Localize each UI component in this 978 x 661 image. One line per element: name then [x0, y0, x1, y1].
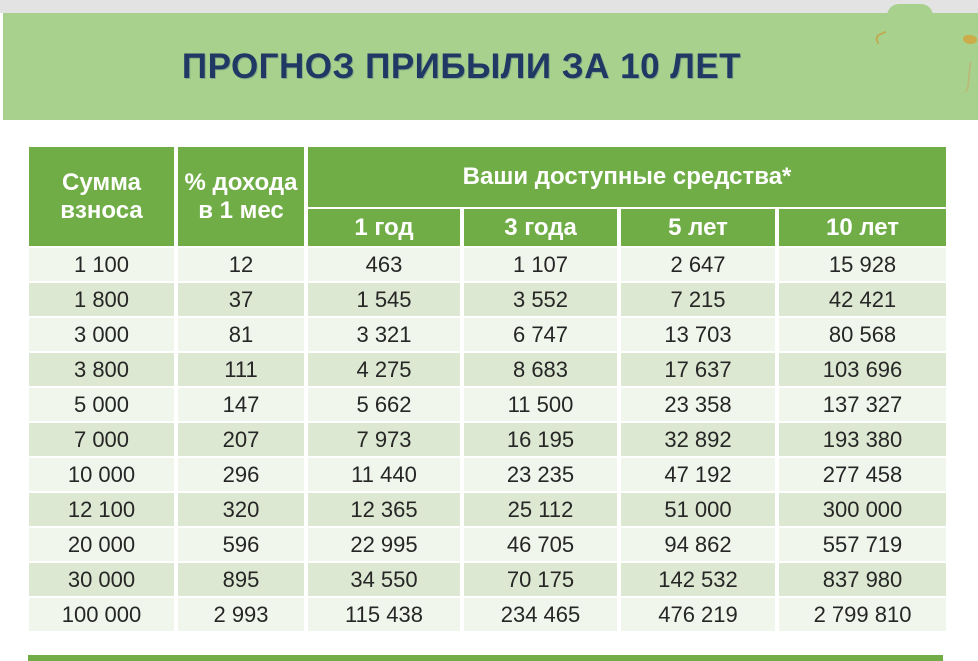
table-cell: 7 000 [25, 421, 178, 458]
table-cell: 70 175 [460, 561, 621, 598]
table-cell: 10 000 [25, 456, 178, 493]
table-cell: 20 000 [25, 526, 178, 563]
table-cell: 16 195 [460, 421, 621, 458]
column-group-header-available-funds: Ваши доступные средства* [303, 145, 951, 209]
table-row: 20 000 596 22 995 46 705 94 862 557 719 [25, 526, 951, 563]
table-cell: 207 [174, 421, 308, 458]
table-cell: 23 235 [460, 456, 621, 493]
header-row-periods: 1 год 3 года 5 лет 10 лет [27, 207, 951, 248]
table-row: 3 800 111 4 275 8 683 17 637 103 696 [25, 351, 951, 388]
table-cell: 193 380 [774, 421, 951, 458]
table-cell: 12 365 [304, 491, 464, 528]
table-cell: 42 421 [774, 281, 951, 318]
table-cell: 94 862 [617, 526, 779, 563]
column-header-contribution: Сумма взноса [25, 145, 178, 248]
table-cell: 1 107 [460, 246, 621, 283]
table-cell: 17 637 [617, 351, 779, 388]
table-cell: 1 545 [304, 281, 464, 318]
table-cell: 30 000 [25, 561, 178, 598]
table-cell: 11 500 [460, 386, 621, 423]
table-cell: 12 100 [25, 491, 178, 528]
table-row: 7 000 207 7 973 16 195 32 892 193 380 [25, 421, 951, 458]
table-cell: 46 705 [460, 526, 621, 563]
table-cell: 7 973 [304, 421, 464, 458]
table-cell: 463 [304, 246, 464, 283]
table-cell: 557 719 [774, 526, 951, 563]
page-title: ПРОГНОЗ ПРИБЫЛИ ЗА 10 ЛЕТ [181, 46, 742, 86]
table-row: 3 000 81 3 321 6 747 13 703 80 568 [25, 316, 951, 353]
table-cell: 80 568 [774, 316, 951, 353]
table-cell: 2 647 [617, 246, 779, 283]
table-cell: 3 552 [460, 281, 621, 318]
table-cell: 296 [174, 456, 308, 493]
table-cell: 8 683 [460, 351, 621, 388]
table-cell: 37 [174, 281, 308, 318]
table-cell: 895 [174, 561, 308, 598]
table-cell: 3 000 [25, 316, 178, 353]
table-cell: 2 993 [174, 596, 308, 633]
header-row-group: Сумма взноса % дохода в 1 мес Ваши досту… [25, 145, 951, 248]
table-cell: 7 215 [617, 281, 779, 318]
column-header-percent: % дохода в 1 мес [174, 145, 308, 248]
title-band: ПРОГНОЗ ПРИБЫЛИ ЗА 10 ЛЕТ [3, 4, 978, 120]
table-body: 1 100 12 463 1 107 2 647 15 928 1 800 37 1 545 3 … [25, 246, 951, 633]
table-cell: 3 321 [304, 316, 464, 353]
table-cell: 51 000 [617, 491, 779, 528]
table-cell: 1 100 [25, 246, 178, 283]
table-cell: 1 800 [25, 281, 178, 318]
table-cell: 25 112 [460, 491, 621, 528]
table-cell: 300 000 [774, 491, 951, 528]
table-cell: 81 [174, 316, 308, 353]
table-cell: 11 440 [304, 456, 464, 493]
table-cell: 23 358 [617, 386, 779, 423]
table-cell: 277 458 [774, 456, 951, 493]
table-row: 10 000 296 11 440 23 235 47 192 277 458 [25, 456, 951, 493]
column-header-3-years: 3 года [460, 207, 621, 248]
table-cell: 115 438 [304, 596, 464, 633]
table-cell: 4 275 [304, 351, 464, 388]
table-cell: 3 800 [25, 351, 178, 388]
profit-forecast-table: Сумма взноса % дохода в 1 мес Ваши досту… [25, 145, 951, 633]
table-row: 5 000 147 5 662 11 500 23 358 137 327 [25, 386, 951, 423]
table-cell: 137 327 [774, 386, 951, 423]
table-bottom-edge [28, 655, 943, 661]
table-cell: 111 [174, 351, 308, 388]
table-cell: 837 980 [774, 561, 951, 598]
table-cell: 6 747 [460, 316, 621, 353]
table-cell: 34 550 [304, 561, 464, 598]
table-cell: 47 192 [617, 456, 779, 493]
table-cell: 596 [174, 526, 308, 563]
table-cell: 234 465 [460, 596, 621, 633]
column-header-10-years: 10 лет [774, 207, 951, 248]
table-cell: 100 000 [25, 596, 178, 633]
table-cell: 103 696 [774, 351, 951, 388]
table-cell: 32 892 [617, 421, 779, 458]
table-row: 100 000 2 993 115 438 234 465 476 219 2 799 8… [25, 596, 951, 633]
column-header-5-years: 5 лет [617, 207, 779, 248]
table-row: 12 100 320 12 365 25 112 51 000 300 000 [25, 491, 951, 528]
table-cell: 147 [174, 386, 308, 423]
table-row: 1 800 37 1 545 3 552 7 215 42 421 [25, 281, 951, 318]
table-cell: 22 995 [304, 526, 464, 563]
band-bump-decoration [887, 4, 933, 16]
column-header-1-year: 1 год [304, 207, 464, 248]
table-cell: 142 532 [617, 561, 779, 598]
table-cell: 476 219 [617, 596, 779, 633]
top-gray-strip [0, 0, 978, 13]
table-row: 1 100 12 463 1 107 2 647 15 928 [25, 246, 951, 283]
table-cell: 5 000 [25, 386, 178, 423]
table-header: Сумма взноса % дохода в 1 мес Ваши досту… [25, 145, 951, 248]
table-cell: 15 928 [774, 246, 951, 283]
table-cell: 5 662 [304, 386, 464, 423]
table-cell: 2 799 810 [774, 596, 951, 633]
table-cell: 13 703 [617, 316, 779, 353]
table-cell: 320 [174, 491, 308, 528]
table-cell: 12 [174, 246, 308, 283]
table-row: 30 000 895 34 550 70 175 142 532 837 980 [25, 561, 951, 598]
